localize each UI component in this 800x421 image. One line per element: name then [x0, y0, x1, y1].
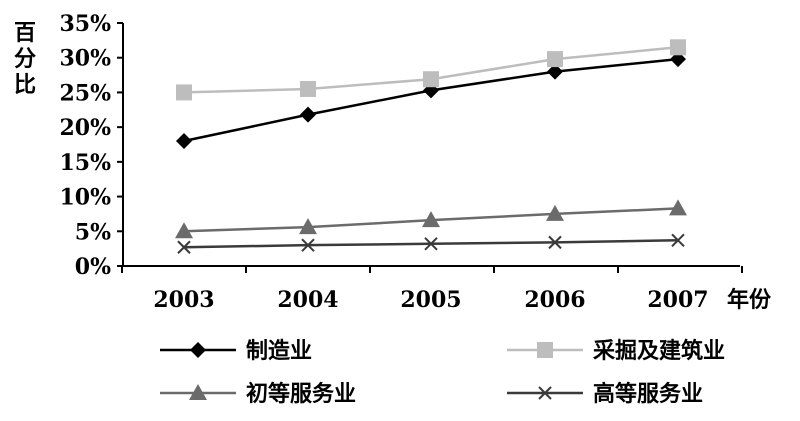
x-tick-label: 2004 — [277, 287, 338, 313]
y-axis-title-char-2: 分 — [14, 46, 37, 72]
legend-label: 采掘及建筑业 — [593, 338, 725, 364]
y-axis-title-char-3: 比 — [14, 72, 37, 98]
y-tick-label: 15% — [59, 150, 111, 176]
data-point-triangle — [299, 218, 317, 235]
y-tick-label: 5% — [75, 219, 111, 245]
data-point-x — [671, 233, 685, 248]
data-point-square — [670, 39, 686, 56]
legend-item: 制造业 — [160, 338, 312, 364]
x-tick-label: 2006 — [524, 287, 585, 313]
x-tick-labels: 2003 2004 2005 2006 2007 — [153, 287, 708, 313]
data-point-square — [300, 80, 316, 97]
legend-marker — [537, 342, 553, 358]
data-point-triangle — [175, 222, 193, 239]
y-tick-label: 0% — [75, 254, 111, 280]
series-2 — [176, 39, 686, 101]
axes — [117, 22, 743, 273]
data-point-x — [424, 237, 438, 251]
legend-item: 高等服务业 — [507, 381, 703, 407]
legend-marker — [189, 384, 207, 400]
legend-item: 采掘及建筑业 — [507, 338, 725, 364]
data-point-diamond — [300, 106, 316, 123]
data-point-x — [177, 240, 191, 254]
data-point-square — [176, 84, 192, 101]
y-tick-label: 30% — [59, 46, 111, 72]
series-4 — [177, 233, 685, 254]
data-point-x — [548, 235, 562, 250]
y-tick-label: 20% — [59, 115, 111, 141]
series-1 — [176, 51, 686, 150]
data-point-x — [301, 238, 315, 252]
legend-marker — [190, 342, 206, 358]
y-tick-label: 25% — [59, 80, 111, 106]
data-point-square — [547, 51, 563, 68]
legend-label: 初等服务业 — [246, 381, 356, 407]
y-axis-title-char-1: 百 — [14, 20, 37, 46]
legend-label: 制造业 — [246, 338, 312, 364]
data-point-diamond — [176, 133, 192, 150]
x-tick-label: 2003 — [153, 287, 214, 313]
data-point-triangle — [669, 199, 687, 216]
series-group — [175, 39, 687, 254]
data-point-triangle — [422, 211, 440, 228]
x-tick-label: 2005 — [400, 287, 461, 313]
legend-item: 初等服务业 — [160, 381, 356, 407]
data-point-square — [423, 71, 439, 88]
y-tick-label: 10% — [59, 185, 111, 211]
y-tick-labels: 0% 5% 10% 15% 20% 25% 30% 35% — [59, 11, 111, 280]
legend-marker — [538, 386, 552, 400]
data-point-triangle — [546, 204, 564, 221]
x-tick-label: 2007 — [647, 287, 708, 313]
x-axis-title: 年份 — [727, 287, 772, 313]
data-point-diamond — [547, 63, 563, 80]
y-tick-label: 35% — [59, 11, 111, 37]
legend-label: 高等服务业 — [593, 381, 703, 407]
series-3 — [175, 199, 687, 239]
